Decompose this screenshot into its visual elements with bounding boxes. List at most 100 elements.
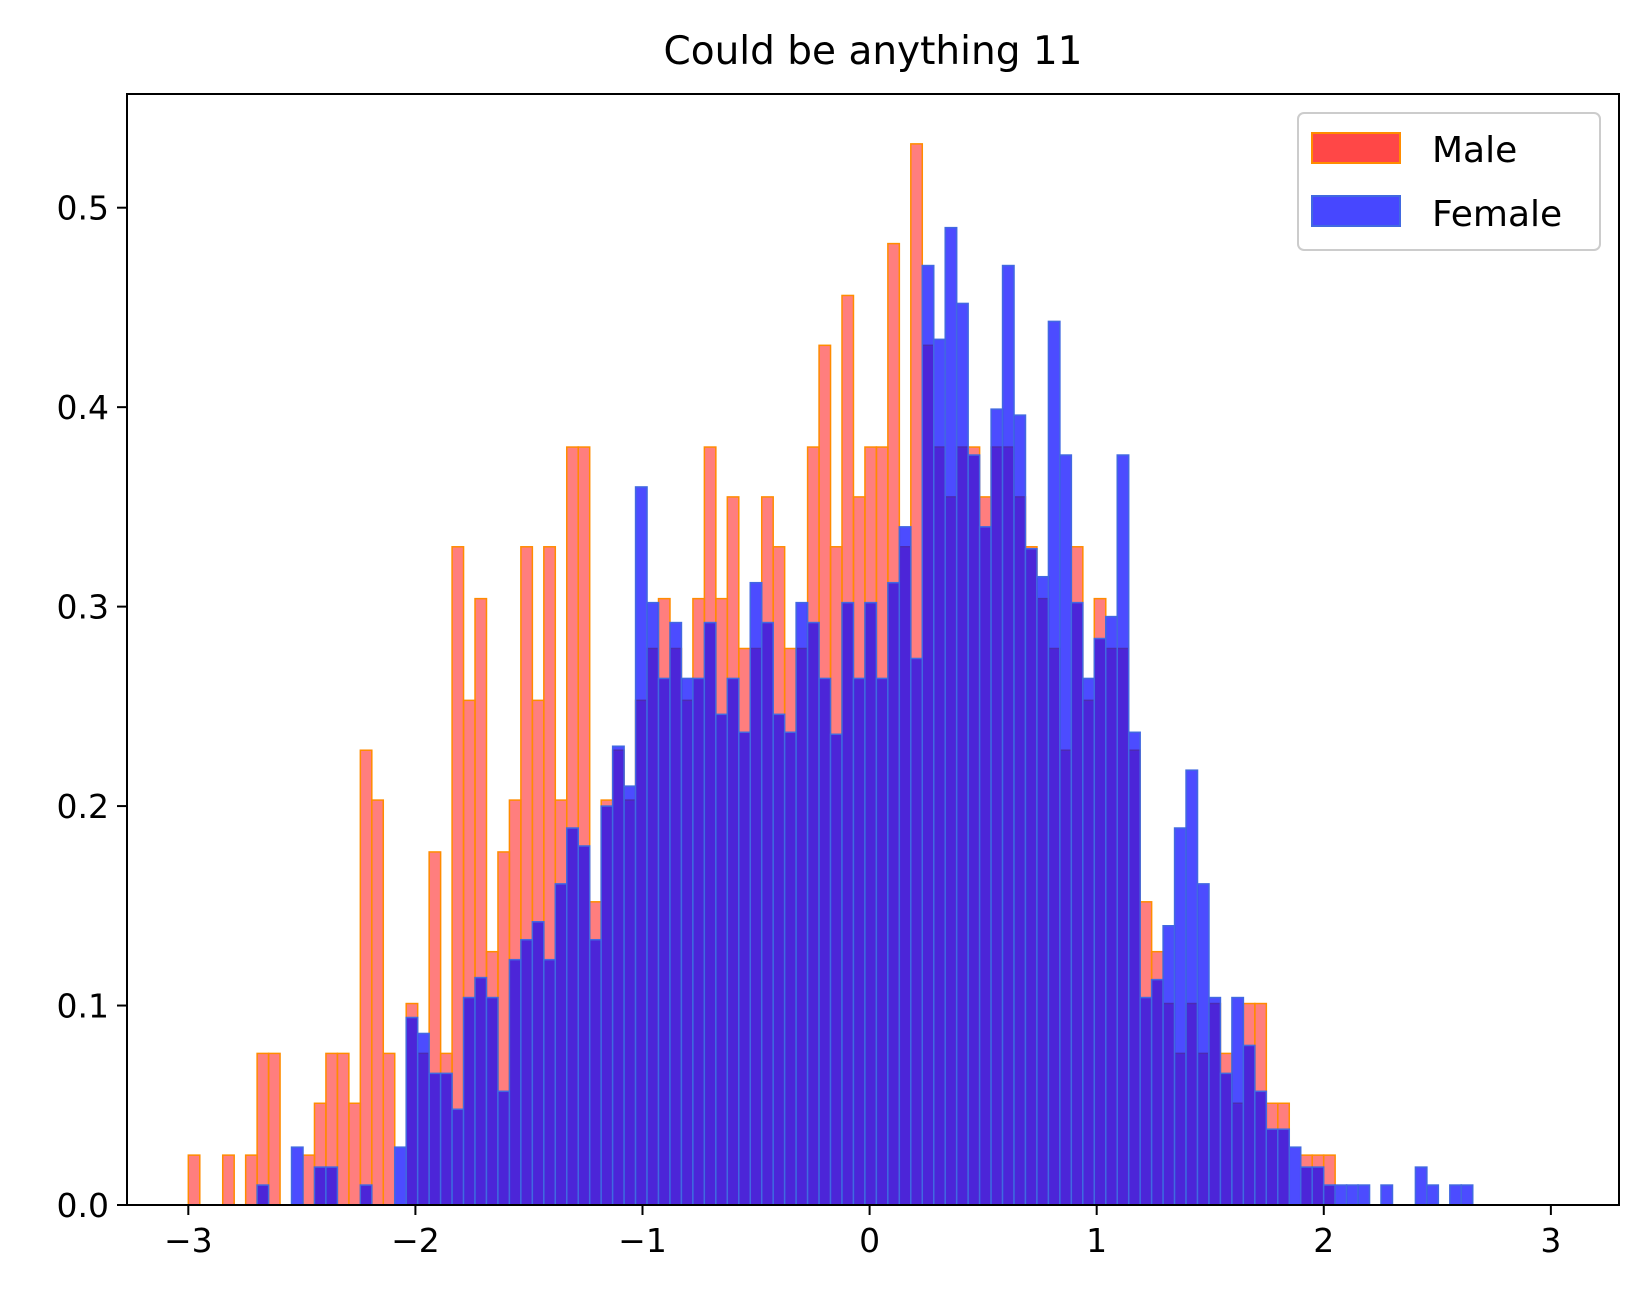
female-bar (1116, 454, 1130, 1206)
x-tick-label: −2 (391, 1221, 440, 1260)
female-bar (359, 1184, 373, 1206)
male-bar (348, 1102, 362, 1206)
male-bar (221, 1154, 235, 1206)
female-bar (1414, 1166, 1428, 1206)
female-bar (554, 883, 568, 1206)
female-bar (497, 1090, 511, 1206)
female-bar (978, 526, 992, 1206)
legend-swatch-female (1311, 195, 1401, 227)
x-tick-label: 0 (859, 1221, 880, 1260)
female-bar (393, 1146, 407, 1206)
female-bar (290, 1146, 304, 1206)
y-tick-label: 0.4 (57, 388, 109, 427)
female-bar (726, 677, 740, 1206)
female-bar (1357, 1184, 1371, 1206)
female-bar (1449, 1184, 1463, 1206)
female-bar (313, 1166, 327, 1206)
female-bar (669, 621, 683, 1206)
female-bar (818, 677, 832, 1206)
female-bar (875, 677, 889, 1206)
female-bar (520, 938, 534, 1206)
female-bar (1311, 1166, 1325, 1206)
female-bar (1013, 414, 1027, 1206)
female-bar (611, 745, 625, 1206)
female-bar (738, 731, 752, 1206)
female-bar (715, 713, 729, 1206)
legend-label-female: Female (1432, 194, 1562, 235)
y-tick-label: 0.3 (57, 588, 109, 627)
female-bar (474, 976, 488, 1206)
y-axis: 0.0 0.1 0.2 0.3 0.4 0.5 (57, 189, 127, 1225)
female-bar (1036, 575, 1050, 1206)
female-bar (692, 677, 706, 1206)
female-bar (508, 958, 522, 1206)
x-tick-label: −1 (618, 1221, 667, 1260)
female-bar (1105, 615, 1118, 1206)
female-bar (1242, 1044, 1256, 1206)
x-axis: −3 −2 −1 0 1 2 3 (164, 1205, 1561, 1260)
female-bar (1082, 677, 1096, 1206)
female-bar (1059, 454, 1073, 1206)
female-bar (864, 601, 878, 1206)
female-bar (898, 526, 912, 1206)
female-bar (1150, 978, 1164, 1206)
female-bar (1460, 1184, 1474, 1206)
female-bar (1024, 548, 1038, 1206)
female-bar (1265, 1128, 1279, 1206)
legend-label-male: Male (1432, 130, 1517, 171)
chart-title: Could be anything 11 (664, 29, 1083, 74)
female-bar (1185, 769, 1199, 1206)
female-bar (760, 621, 774, 1206)
female-bar (623, 785, 637, 1206)
female-bar (703, 621, 717, 1206)
female-bar (1288, 1146, 1302, 1206)
x-tick-label: −3 (164, 1221, 213, 1260)
female-bar (1231, 996, 1245, 1206)
female-bar (1322, 1184, 1336, 1206)
female-bar (944, 226, 958, 1206)
female-bar (543, 958, 557, 1206)
y-tick-label: 0.0 (57, 1186, 109, 1225)
female-bar (588, 938, 602, 1206)
y-tick-label: 0.5 (57, 189, 109, 228)
male-bar (187, 1154, 201, 1206)
female-bar (1173, 827, 1187, 1206)
x-tick-label: 1 (1086, 1221, 1107, 1260)
female-bar (783, 731, 797, 1206)
female-bar (485, 996, 499, 1206)
female-bar (1093, 637, 1107, 1206)
male-bar (336, 1052, 350, 1206)
female-bar (1196, 883, 1210, 1206)
female-bar (1254, 1090, 1268, 1206)
male-bar (267, 1052, 281, 1206)
y-tick-label: 0.2 (57, 787, 109, 826)
female-bar (1127, 731, 1141, 1206)
female-bar (1277, 1128, 1291, 1206)
y-tick-label: 0.1 (57, 987, 109, 1026)
male-bar (359, 749, 373, 1206)
female-bar (634, 486, 648, 1206)
female-bar (955, 302, 969, 1206)
female-bar (1208, 996, 1222, 1206)
male-bar (371, 799, 385, 1206)
female-bar (531, 921, 545, 1206)
x-tick-label: 3 (1540, 1221, 1561, 1260)
male-bar (302, 1154, 316, 1206)
female-bar (1047, 320, 1061, 1206)
x-tick-label: 2 (1313, 1221, 1334, 1260)
female-bar (566, 827, 579, 1206)
female-bar (795, 601, 809, 1206)
female-bar (416, 1032, 430, 1206)
male-bar (382, 1052, 396, 1206)
female-bar (600, 805, 614, 1206)
female-bar (887, 581, 901, 1206)
female-bar (749, 581, 763, 1206)
female-bar (910, 657, 924, 1206)
female-bar (439, 1072, 453, 1206)
female-bar (933, 338, 946, 1206)
female-bar (657, 677, 671, 1206)
female-bar (256, 1184, 270, 1206)
female-bar (1380, 1184, 1394, 1206)
